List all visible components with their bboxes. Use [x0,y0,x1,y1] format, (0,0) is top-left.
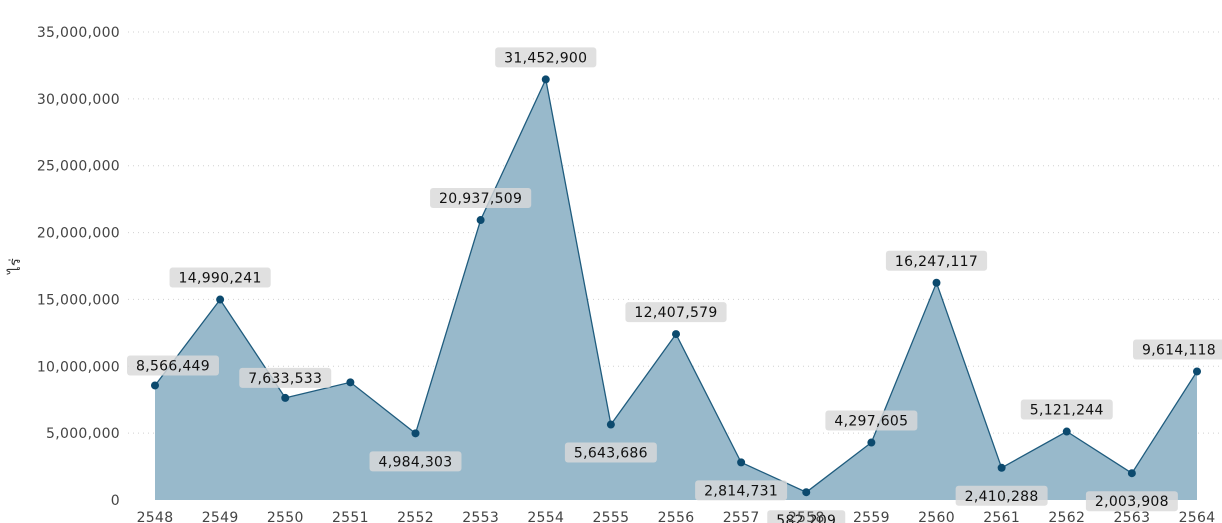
data-label-background [430,188,532,209]
data-label: 4,984,303 [379,454,453,470]
data-point [932,278,941,287]
data-label-background [1133,339,1222,360]
data-point [737,458,746,467]
data-label-background [825,410,918,431]
x-tick-label: 2553 [462,510,499,523]
x-tick-label: 2556 [658,510,695,523]
data-label: 2,003,908 [1095,494,1169,510]
x-tick-label: 2562 [1048,510,1085,523]
x-tick-label: 2554 [527,510,564,523]
data-label: 20,937,509 [439,191,522,207]
x-tick-label: 2564 [1179,510,1216,523]
y-tick-label: 35,000,000 [37,25,120,41]
data-point [1062,427,1071,436]
y-tick-label: 10,000,000 [37,359,120,375]
data-label-background [127,355,219,376]
data-label-background [369,451,462,472]
y-tick-label: 25,000,000 [37,159,120,175]
x-tick-label: 2559 [853,510,890,523]
data-point [411,429,420,438]
data-point [867,438,876,447]
data-label-background [239,367,332,388]
data-point [1127,469,1136,478]
x-tick-label: 2550 [267,510,304,523]
data-label: 5,121,244 [1030,403,1104,419]
data-label-background [625,302,727,323]
data-point [802,488,811,497]
x-tick-label: 2552 [397,510,434,523]
y-tick-label: 15,000,000 [37,292,120,308]
x-tick-label: 2557 [723,510,760,523]
data-points [151,75,1201,497]
data-point [997,463,1006,472]
data-point [346,378,355,387]
y-tick-label: 5,000,000 [46,426,120,442]
data-point [1193,367,1201,376]
data-point [281,393,290,402]
data-label: 2,814,731 [704,483,778,499]
data-point [476,216,485,225]
y-axis-ticks: 0 5,000,000 10,000,000 15,000,000 20,000,000… [37,25,120,509]
data-label: 31,452,900 [504,50,587,66]
data-label-background [885,250,988,271]
data-label: 9,614,118 [1142,342,1216,358]
data-point [606,420,615,429]
x-tick-label: 2548 [137,510,174,523]
data-label-background [955,485,1048,506]
y-tick-label: 30,000,000 [37,92,120,108]
data-point [151,381,159,390]
data-label-background [495,47,597,68]
x-axis-ticks: 2548 2549 2550 2551 2552 2553 2554 2555 2556 2557… [137,510,1216,523]
data-label-background [767,510,846,523]
data-point [541,75,550,84]
y-tick-label: 0 [111,493,120,509]
data-label-background [564,442,657,463]
series-area [155,79,1197,501]
data-label-background [1020,399,1113,420]
data-label: 2,410,288 [965,489,1039,505]
data-label: 582,209 [776,513,836,523]
data-label-background [169,267,271,288]
x-tick-label: 2560 [918,510,955,523]
data-label-background [695,480,788,501]
x-tick-label: 2551 [332,510,369,523]
data-label: 12,407,579 [634,305,717,321]
x-tick-label: 2563 [1113,510,1150,523]
data-label: 14,990,241 [179,271,262,287]
x-tick-label: 2558 [788,510,825,523]
x-tick-label: 2561 [983,510,1020,523]
data-label-background [1085,491,1178,512]
data-label: 5,643,686 [574,446,648,462]
x-tick-label: 2549 [202,510,239,523]
data-label: 16,247,117 [895,254,978,270]
data-point [672,330,680,339]
data-label: 8,566,449 [136,358,210,374]
data-point [216,295,225,304]
x-tick-label: 2555 [592,510,629,523]
y-axis-label: ไร่ [6,258,24,275]
data-label: 7,633,533 [248,371,322,387]
data-label: 4,297,605 [834,414,908,430]
data-labels: 8,566,449 14,990,241 7,633,533 4,984,303 20,… [127,47,1222,523]
y-tick-label: 20,000,000 [37,226,120,242]
